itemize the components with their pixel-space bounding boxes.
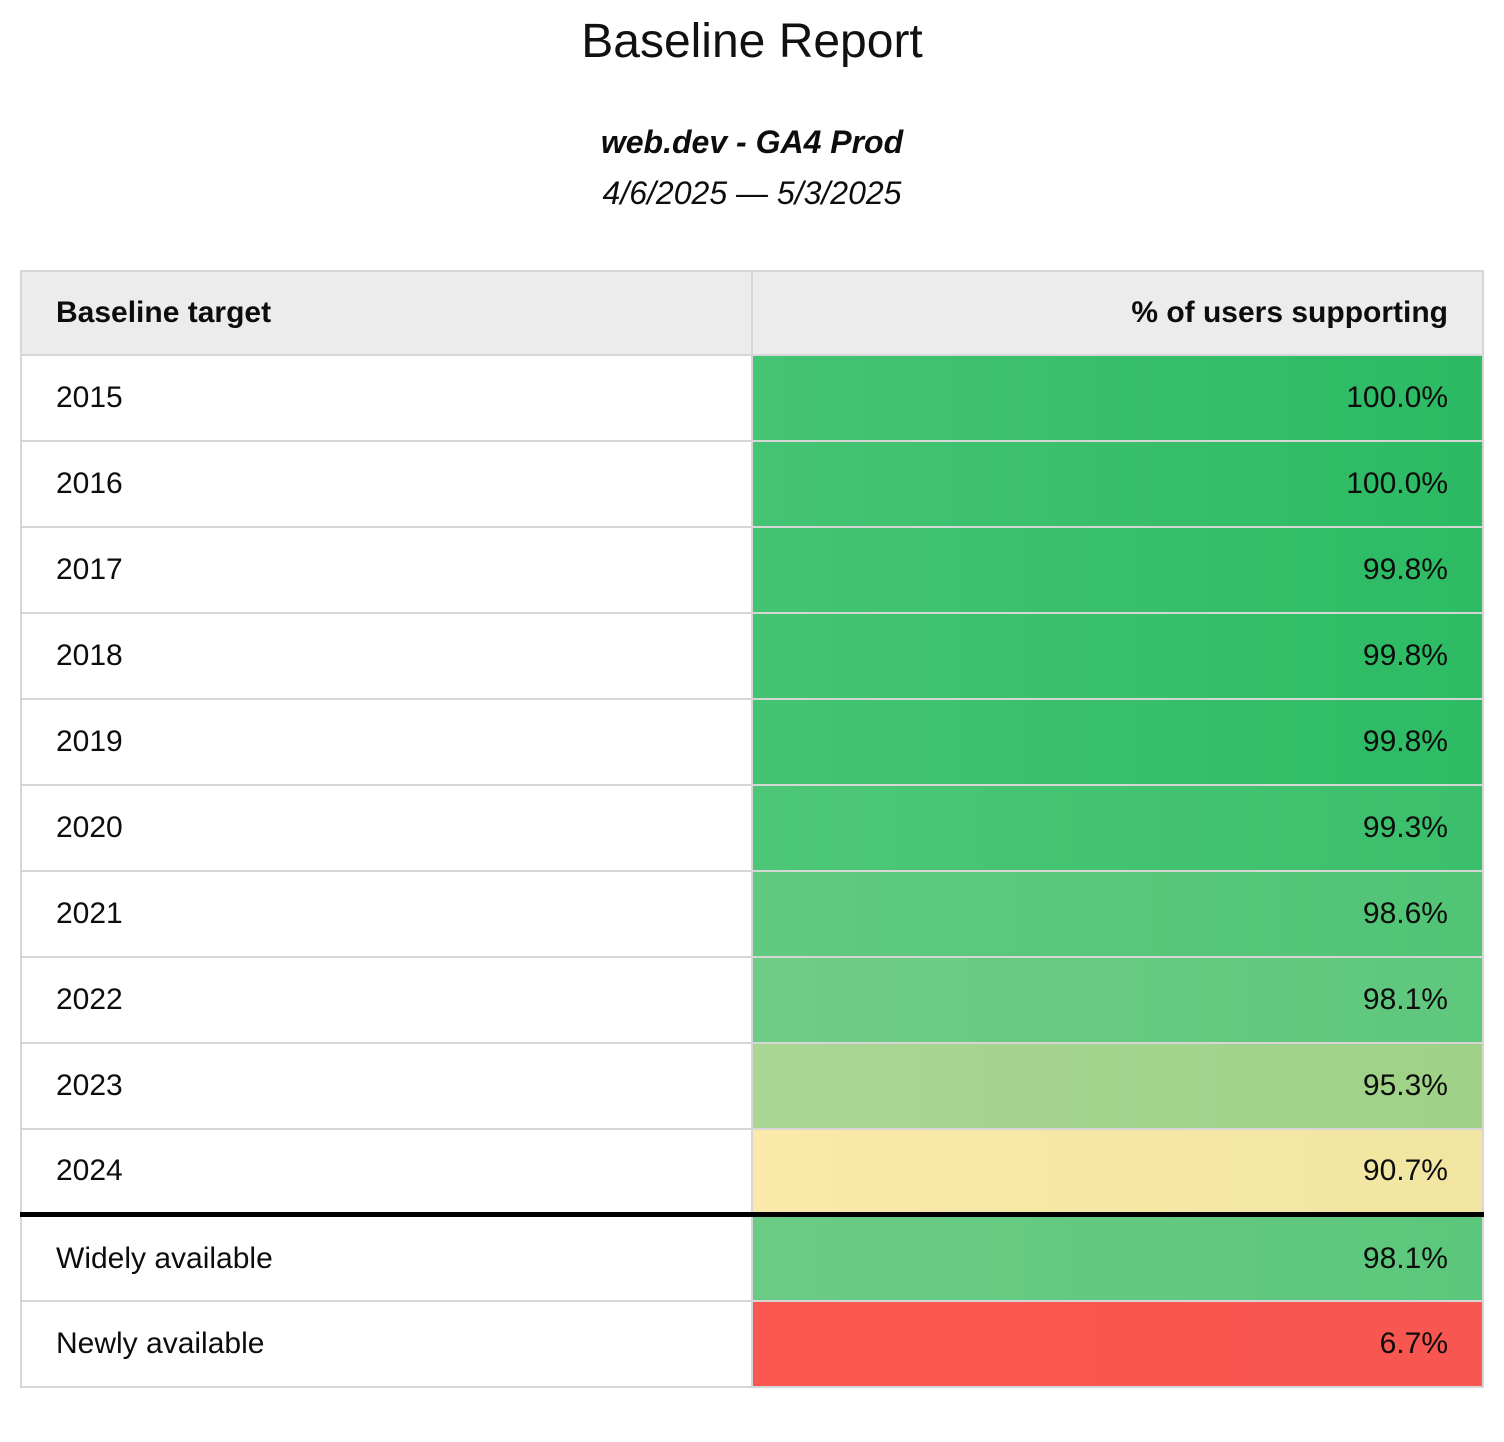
baseline-table: Baseline target % of users supporting 20… — [20, 269, 1484, 1388]
table-row: Newly available 6.7% — [20, 1299, 1484, 1388]
target-cell: Widely available — [20, 1213, 753, 1302]
column-header-percent-users-supporting: % of users supporting — [751, 269, 1484, 356]
table-row: 2023 95.3% — [20, 1041, 1484, 1130]
value-cell: 95.3% — [751, 1041, 1484, 1130]
table-header: Baseline target % of users supporting — [20, 269, 1484, 356]
table-row: 2019 99.8% — [20, 697, 1484, 786]
target-cell: 2019 — [20, 697, 753, 786]
target-cell: 2022 — [20, 955, 753, 1044]
page-title: Baseline Report — [581, 15, 923, 68]
table-row: 2022 98.1% — [20, 955, 1484, 1044]
report-subtitle: web.dev - GA4 Prod — [600, 123, 904, 160]
target-cell: 2020 — [20, 783, 753, 872]
table-header-row: Baseline target % of users supporting — [20, 269, 1484, 356]
target-cell: 2017 — [20, 525, 753, 614]
target-cell: 2015 — [20, 353, 753, 442]
value-cell: 99.8% — [751, 611, 1484, 700]
table-row: 2021 98.6% — [20, 869, 1484, 958]
target-cell: 2021 — [20, 869, 753, 958]
value-cell: 100.0% — [751, 439, 1484, 528]
value-cell: 90.7% — [751, 1127, 1484, 1218]
target-cell: 2016 — [20, 439, 753, 528]
value-cell: 98.1% — [751, 955, 1484, 1044]
baseline-report-page: Baseline Report web.dev - GA4 Prod 4/6/2… — [0, 16, 1504, 1442]
table-row: 2017 99.8% — [20, 525, 1484, 614]
value-cell: 99.8% — [751, 525, 1484, 614]
value-cell: 98.6% — [751, 869, 1484, 958]
target-cell: 2024 — [20, 1127, 753, 1218]
value-cell: 6.7% — [751, 1299, 1484, 1388]
target-cell: 2023 — [20, 1041, 753, 1130]
report-date-range: 4/6/2025 — 5/3/2025 — [602, 174, 902, 211]
table-row: Widely available 98.1% — [20, 1213, 1484, 1302]
table-row: 2018 99.8% — [20, 611, 1484, 700]
table-row: 2015 100.0% — [20, 353, 1484, 442]
table-row: 2016 100.0% — [20, 439, 1484, 528]
column-header-baseline-target: Baseline target — [20, 269, 753, 356]
value-cell: 99.8% — [751, 697, 1484, 786]
table-container: Baseline target % of users supporting 20… — [0, 269, 1504, 1388]
value-cell: 99.3% — [751, 783, 1484, 872]
table-body: 2015 100.0% 2016 100.0% 2017 99.8% 2018 … — [20, 353, 1484, 1388]
target-cell: 2018 — [20, 611, 753, 700]
target-cell: Newly available — [20, 1299, 753, 1388]
value-cell: 100.0% — [751, 353, 1484, 442]
table-row: 2024 90.7% — [20, 1127, 1484, 1218]
table-row: 2020 99.3% — [20, 783, 1484, 872]
value-cell: 98.1% — [751, 1213, 1484, 1302]
